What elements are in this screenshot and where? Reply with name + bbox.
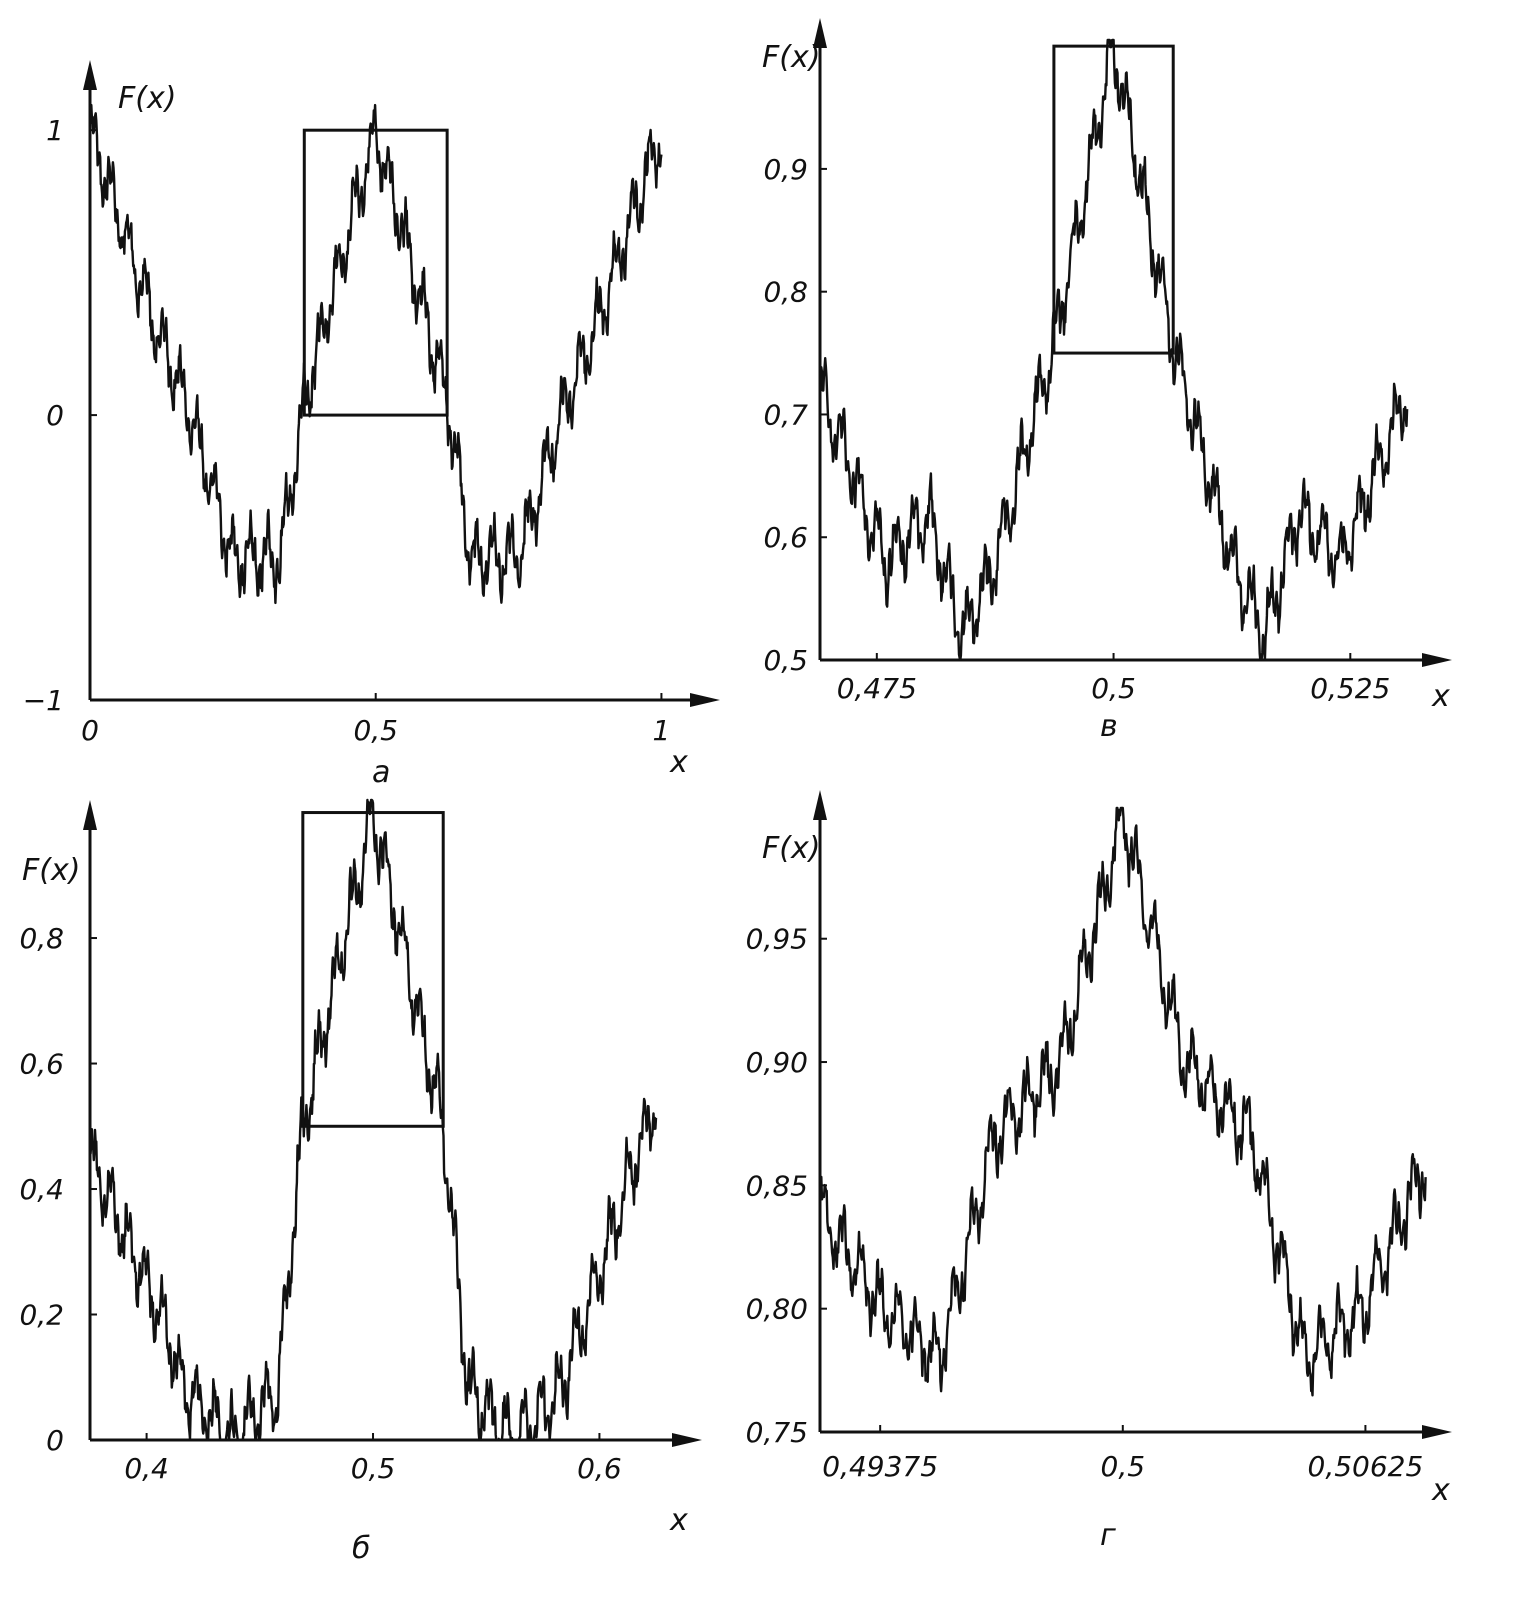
y-axis-arrow bbox=[83, 60, 97, 90]
x-tick-label: 0,50625 bbox=[1308, 1450, 1424, 1483]
x-tick-label: 0 bbox=[81, 714, 99, 747]
y-tick-label: 0,85 bbox=[746, 1169, 808, 1202]
x-axis-label: x bbox=[669, 745, 688, 780]
y-tick-label: 0,9 bbox=[763, 153, 808, 186]
x-tick-label: 0,6 bbox=[577, 1452, 622, 1485]
x-tick-label: 0,5 bbox=[1101, 1450, 1146, 1483]
y-tick-label: 0,8 bbox=[19, 922, 64, 955]
y-tick-label: 0,80 bbox=[746, 1293, 808, 1326]
x-axis-label: x bbox=[1431, 1473, 1450, 1508]
y-tick-label: 0,6 bbox=[19, 1048, 64, 1081]
y-tick-label: −1 bbox=[23, 684, 64, 717]
panel-label: а bbox=[372, 755, 390, 790]
panel-a: 0 0,5 1 −1 0 1 F(x) x а bbox=[23, 60, 720, 790]
y-tick-label: 0,75 bbox=[746, 1416, 808, 1449]
x-tick-label: 0,525 bbox=[1310, 672, 1390, 705]
zoom-box bbox=[302, 128, 449, 417]
y-axis-label: F(x) bbox=[118, 81, 176, 116]
zoom-box bbox=[1052, 44, 1175, 355]
series-line bbox=[818, 38, 1409, 662]
panel-label: г bbox=[1100, 1518, 1116, 1553]
y-tick-label: 0,7 bbox=[763, 398, 808, 431]
x-tick-label: 0,49375 bbox=[822, 1450, 938, 1483]
panel-c: 0,475 0,5 0,525 0,5 0,6 0,7 0,8 0,9 F(x) x в bbox=[762, 18, 1452, 744]
x-tick-label: 1 bbox=[653, 714, 671, 747]
y-tick-label: 0,4 bbox=[19, 1173, 64, 1206]
x-tick-label: 0,4 bbox=[124, 1452, 169, 1485]
panel-label: б bbox=[352, 1531, 371, 1566]
y-tick-label: 0,2 bbox=[19, 1299, 64, 1332]
plot-area: 0 0,5 1 −1 0 1 bbox=[23, 60, 720, 747]
y-tick-label: 0 bbox=[46, 399, 64, 432]
x-axis-arrow bbox=[690, 693, 720, 707]
y-axis-label: F(x) bbox=[762, 831, 820, 866]
y-axis-label: F(x) bbox=[22, 853, 80, 888]
series-line bbox=[88, 798, 658, 1442]
x-tick-label: 0,5 bbox=[351, 1452, 396, 1485]
y-axis-arrow bbox=[813, 18, 827, 48]
y-tick-label: 0 bbox=[46, 1424, 64, 1457]
y-tick-label: 1 bbox=[46, 114, 64, 147]
y-tick-label: 0,95 bbox=[746, 923, 808, 956]
x-tick-label: 0,5 bbox=[1091, 672, 1136, 705]
series-line bbox=[818, 806, 1427, 1397]
panel-b: 0,4 0,5 0,6 0 0,2 0,4 0,6 0,8 F(x) x б bbox=[19, 798, 702, 1566]
x-tick-label: 0,5 bbox=[353, 714, 398, 747]
series-line bbox=[88, 103, 663, 605]
y-tick-label: 0,6 bbox=[763, 521, 808, 554]
y-tick-label: 0,8 bbox=[763, 276, 808, 309]
x-axis-label: x bbox=[1431, 679, 1450, 714]
y-tick-label: 0,5 bbox=[763, 644, 808, 677]
x-axis-arrow bbox=[1422, 653, 1452, 667]
plot-area: 0,475 0,5 0,525 0,5 0,6 0,7 0,8 0,9 bbox=[763, 18, 1452, 705]
x-axis-arrow bbox=[1422, 1425, 1452, 1439]
y-axis-label: F(x) bbox=[762, 40, 820, 75]
x-axis-label: x bbox=[669, 1503, 688, 1538]
x-tick-label: 0,475 bbox=[837, 672, 917, 705]
plot-area: 0,4 0,5 0,6 0 0,2 0,4 0,6 0,8 bbox=[19, 798, 702, 1485]
y-axis-arrow bbox=[83, 800, 97, 830]
zoom-box bbox=[301, 811, 445, 1128]
panel-label: в bbox=[1100, 709, 1118, 744]
y-tick-label: 0,90 bbox=[746, 1046, 808, 1079]
x-axis-arrow bbox=[672, 1433, 702, 1447]
y-axis-arrow bbox=[813, 790, 827, 820]
plot-area: 0,49375 0,5 0,50625 0,75 0,80 0,85 0,90 0,95 bbox=[746, 790, 1452, 1483]
panel-d: 0,49375 0,5 0,50625 0,75 0,80 0,85 0,90 0,95 F(… bbox=[746, 790, 1452, 1553]
